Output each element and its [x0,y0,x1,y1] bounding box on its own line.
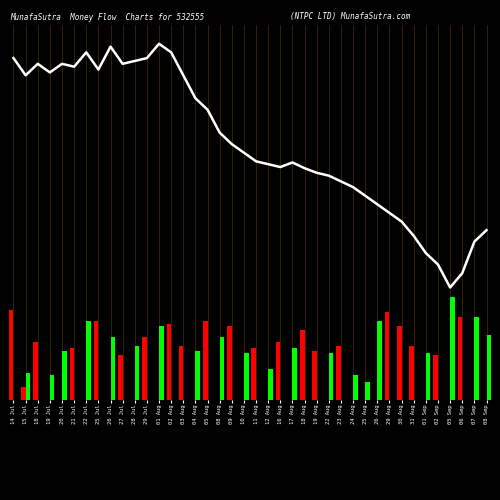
Bar [252,348,256,400]
Bar [118,355,122,400]
Text: MunafaSutra  Money Flow  Charts for 532555: MunafaSutra Money Flow Charts for 532555 [10,12,204,22]
Bar [62,350,66,400]
Bar [159,326,164,400]
Bar [220,337,224,400]
Bar [353,375,358,400]
Bar [94,322,98,400]
Bar [196,350,200,400]
Bar [33,342,38,400]
Bar [9,310,14,400]
Bar [142,337,147,400]
Bar [458,317,462,400]
Bar [227,326,232,400]
Bar [70,348,74,400]
Bar [244,353,248,400]
Bar [135,346,140,400]
Bar [178,346,184,400]
Bar [300,330,304,400]
Bar [397,326,402,400]
Bar [409,346,414,400]
Bar [276,342,280,400]
Bar [166,324,171,400]
Bar [268,368,273,400]
Bar [365,382,370,400]
Bar [486,335,491,400]
Bar [336,346,341,400]
Bar [203,322,207,400]
Bar [50,375,54,400]
Bar [434,355,438,400]
Bar [329,353,334,400]
Bar [450,296,454,400]
Bar [312,350,316,400]
Text: (NTPC LTD) MunafaSutra.com: (NTPC LTD) MunafaSutra.com [290,12,410,22]
Bar [426,353,430,400]
Bar [21,386,25,400]
Bar [378,322,382,400]
Bar [292,348,297,400]
Bar [110,337,115,400]
Bar [86,322,91,400]
Bar [385,312,390,400]
Bar [474,317,479,400]
Bar [26,373,30,400]
